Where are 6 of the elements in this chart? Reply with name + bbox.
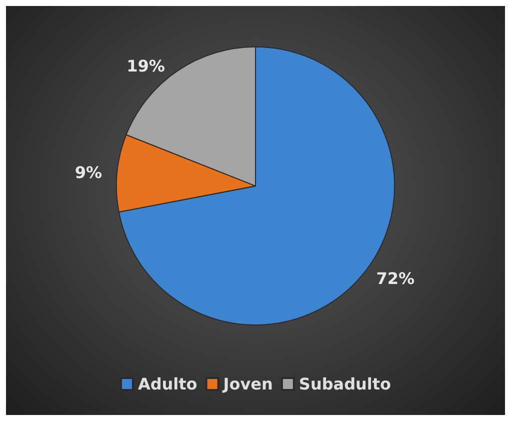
legend-label: Subadulto [298,374,392,394]
legend-label: Joven [222,374,273,394]
legend-label: Adulto [138,374,198,394]
data-label: 19% [126,56,165,76]
data-label: 72% [376,268,415,288]
data-label: 9% [74,162,102,182]
